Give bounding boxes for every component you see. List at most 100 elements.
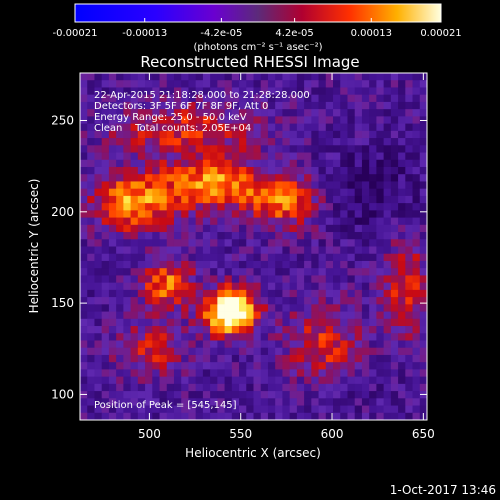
heatmap-cell xyxy=(80,333,88,341)
heatmap-cell xyxy=(318,159,327,168)
heatmap-cell xyxy=(318,195,327,204)
heatmap-cell xyxy=(159,354,168,363)
heatmap-cell xyxy=(159,123,168,132)
heatmap-cell xyxy=(267,152,276,161)
heatmap-cell xyxy=(376,326,385,334)
heatmap-cell xyxy=(311,304,319,312)
heatmap-cell xyxy=(231,138,240,146)
heatmap-cell xyxy=(224,80,233,88)
heatmap-cell xyxy=(361,289,370,298)
heatmap-cell xyxy=(239,166,247,175)
heatmap-cell xyxy=(166,80,175,88)
heatmap-cell xyxy=(340,116,348,125)
heatmap-cell xyxy=(311,275,319,284)
heatmap-cell xyxy=(347,116,356,125)
heatmap-cell xyxy=(239,203,247,211)
heatmap-cell xyxy=(354,405,363,414)
heatmap-cell xyxy=(87,130,95,139)
colorbar-tick-label: -0.00021 xyxy=(53,28,98,39)
heatmap-cell xyxy=(210,340,218,349)
heatmap-cell xyxy=(239,282,247,291)
heatmap-cell xyxy=(369,275,377,284)
heatmap-cell xyxy=(405,73,413,81)
heatmap-cell xyxy=(181,354,189,363)
heatmap-cell xyxy=(210,333,218,341)
heatmap-cell xyxy=(333,166,341,175)
heatmap-cell xyxy=(275,369,283,378)
heatmap-cell xyxy=(231,166,240,175)
heatmap-cell xyxy=(166,405,175,414)
heatmap-cell xyxy=(419,174,428,182)
heatmap-cell xyxy=(289,94,298,103)
heatmap-cell xyxy=(87,166,95,175)
heatmap-cell xyxy=(361,347,370,356)
heatmap-cell xyxy=(181,383,189,392)
heatmap-cell xyxy=(253,195,262,204)
heatmap-cell xyxy=(304,232,312,240)
heatmap-cell xyxy=(383,224,392,233)
heatmap-cell xyxy=(231,383,240,392)
heatmap-cell xyxy=(296,94,305,103)
heatmap-cell xyxy=(354,333,363,341)
heatmap-cell xyxy=(123,152,132,161)
heatmap-cell xyxy=(267,398,276,406)
heatmap-cell xyxy=(318,369,327,378)
heatmap-cell xyxy=(383,152,392,161)
heatmap-cell xyxy=(354,188,363,197)
heatmap-cell xyxy=(267,289,276,298)
heatmap-cell xyxy=(80,188,88,197)
heatmap-cell xyxy=(217,166,225,175)
heatmap-cell xyxy=(267,260,276,269)
heatmap-cell xyxy=(383,73,392,81)
heatmap-cell xyxy=(231,101,240,110)
heatmap-cell xyxy=(188,203,197,211)
heatmap-cell xyxy=(210,239,218,247)
heatmap-cell xyxy=(195,159,204,168)
heatmap-cell xyxy=(260,376,269,385)
heatmap-cell xyxy=(217,159,225,168)
heatmap-cell xyxy=(333,239,341,247)
heatmap-cell xyxy=(398,304,406,312)
heatmap-cell xyxy=(202,304,211,312)
heatmap-cell xyxy=(239,376,247,385)
heatmap-cell xyxy=(239,369,247,378)
heatmap-cell xyxy=(137,181,146,190)
heatmap-cell xyxy=(137,203,146,211)
heatmap-cell xyxy=(166,253,175,262)
heatmap-cell xyxy=(405,181,413,190)
heatmap-cell xyxy=(130,239,139,247)
x-tick-label: 650 xyxy=(412,427,435,441)
heatmap-cell xyxy=(405,116,413,125)
heatmap-cell xyxy=(116,398,124,406)
heatmap-cell xyxy=(130,145,139,153)
heatmap-cell xyxy=(412,94,421,103)
heatmap-cell xyxy=(181,152,189,161)
heatmap-cell xyxy=(80,130,88,139)
heatmap-cell xyxy=(152,304,160,312)
heatmap-cell xyxy=(166,289,175,298)
heatmap-cell xyxy=(116,181,124,190)
heatmap-cell xyxy=(304,80,312,88)
heatmap-cell xyxy=(87,391,95,399)
heatmap-cell xyxy=(101,289,110,298)
heatmap-cell xyxy=(108,181,117,190)
heatmap-cell xyxy=(325,253,334,262)
heatmap-cell xyxy=(101,217,110,226)
heatmap-cell xyxy=(304,217,312,226)
heatmap-cell xyxy=(145,138,153,146)
heatmap-cell xyxy=(369,398,377,406)
heatmap-cell xyxy=(173,362,182,370)
heatmap-cell xyxy=(398,412,406,421)
heatmap-cell xyxy=(347,275,356,284)
heatmap-cell xyxy=(80,347,88,356)
heatmap-cell xyxy=(304,340,312,349)
heatmap-cell xyxy=(253,304,262,312)
heatmap-cell xyxy=(311,362,319,370)
heatmap-cell xyxy=(369,217,377,226)
heatmap-cell xyxy=(166,326,175,334)
heatmap-cell xyxy=(94,369,103,378)
heatmap-cell xyxy=(275,383,283,392)
heatmap-cell xyxy=(390,311,399,320)
heatmap-cell xyxy=(137,80,146,88)
heatmap-cell xyxy=(361,101,370,110)
